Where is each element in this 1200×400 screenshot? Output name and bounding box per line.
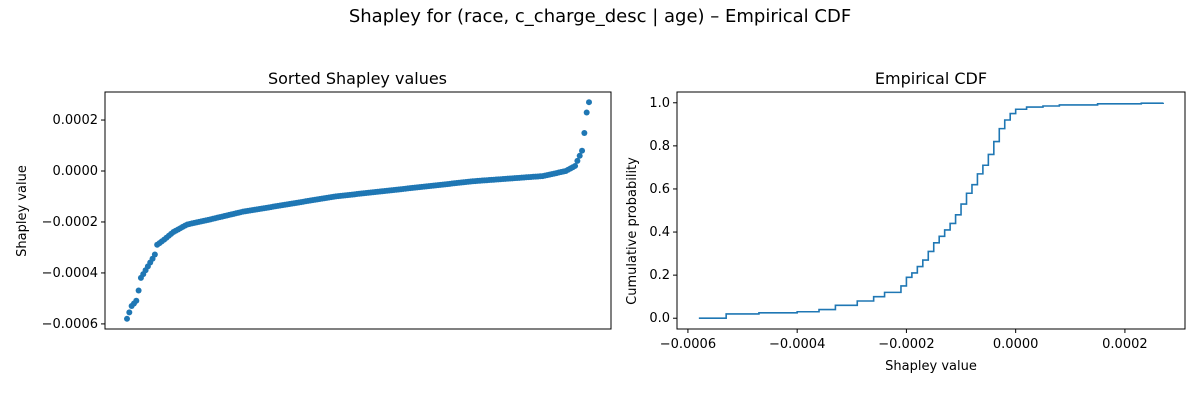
right-chart-panel: Empirical CDF Cumulative probability Sha… — [625, 69, 1186, 374]
left-y-axis-label: Shapley value — [15, 165, 30, 257]
scatter-point — [586, 99, 592, 106]
right-x-ticks: −0.0006 −0.0004 −0.0002 0.0000 0.0002 — [660, 329, 1148, 352]
left-y-tick-label: 0.0000 — [53, 164, 99, 179]
scatter-point — [151, 251, 158, 258]
figure-suptitle: Shapley for (race, c_charge_desc | age) … — [349, 6, 851, 27]
right-y-tick-label: 0.4 — [649, 225, 670, 240]
cdf-step-line — [698, 102, 1164, 320]
scatter-point — [574, 157, 581, 164]
scatter-point — [124, 315, 130, 322]
scatter-point — [581, 129, 588, 136]
left-y-ticks: −0.0006 −0.0004 −0.0002 0.0000 0.0002 — [42, 113, 105, 332]
scatter-point — [576, 152, 583, 159]
right-y-tick-label: 0.6 — [649, 182, 670, 197]
right-y-tick-label: 0.8 — [649, 139, 670, 154]
scatter-point — [579, 147, 586, 154]
scatter-point — [572, 162, 579, 169]
left-scatter-points — [124, 99, 592, 322]
scatter-point — [126, 309, 133, 316]
right-axes-frame — [676, 91, 1186, 330]
right-y-tick-label: 0.0 — [649, 311, 670, 326]
scatter-point — [135, 287, 142, 294]
right-y-tick-label: 0.2 — [649, 268, 670, 283]
left-chart-title: Sorted Shapley values — [268, 69, 447, 88]
scatter-point — [583, 109, 590, 116]
left-y-tick-label: 0.0002 — [53, 113, 99, 128]
left-chart-panel: Sorted Shapley values Shapley value −0.0… — [15, 69, 612, 332]
left-axes-frame — [104, 91, 612, 330]
right-y-tick-label: 1.0 — [649, 96, 670, 111]
left-y-tick-label: −0.0002 — [42, 215, 98, 230]
right-x-tick-label: 0.0000 — [993, 337, 1039, 352]
left-y-tick-label: −0.0004 — [42, 266, 98, 281]
right-x-tick-label: −0.0002 — [878, 337, 934, 352]
right-x-tick-label: 0.0002 — [1102, 337, 1148, 352]
right-x-axis-label: Shapley value — [885, 359, 977, 374]
scatter-point — [133, 297, 140, 304]
right-chart-title: Empirical CDF — [875, 69, 987, 88]
right-y-axis-label: Cumulative probability — [625, 157, 640, 305]
right-y-ticks: 0.0 0.2 0.4 0.6 0.8 1.0 — [649, 96, 677, 326]
left-y-tick-label: −0.0006 — [42, 317, 98, 332]
right-x-tick-label: −0.0006 — [660, 337, 716, 352]
right-x-tick-label: −0.0004 — [769, 337, 825, 352]
